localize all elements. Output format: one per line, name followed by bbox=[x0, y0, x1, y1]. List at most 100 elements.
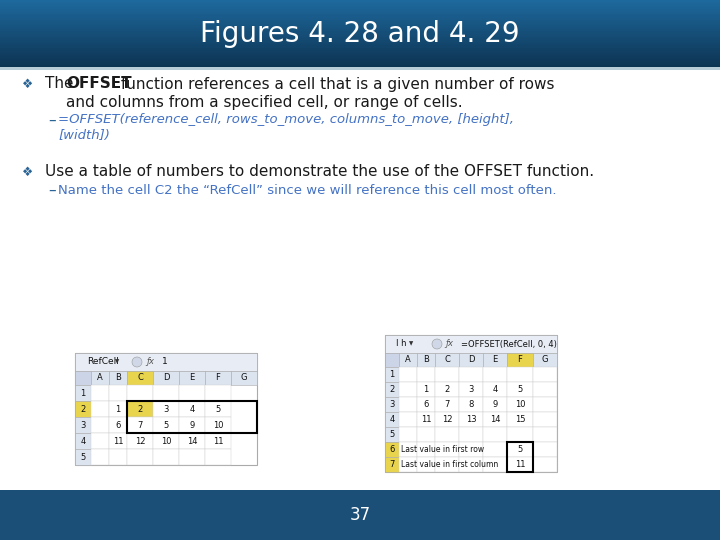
Bar bbox=[507, 442, 533, 457]
Text: 2: 2 bbox=[138, 404, 143, 414]
Bar bbox=[399, 353, 417, 367]
Bar bbox=[153, 401, 179, 417]
Bar bbox=[399, 382, 417, 397]
Bar bbox=[507, 367, 533, 382]
Bar bbox=[385, 457, 399, 472]
Text: 4: 4 bbox=[492, 385, 498, 394]
Bar bbox=[0, 28, 720, 29]
Bar bbox=[0, 17, 720, 19]
Bar bbox=[435, 442, 459, 457]
Bar bbox=[0, 18, 720, 19]
Text: ƒx: ƒx bbox=[146, 357, 154, 367]
Text: 12: 12 bbox=[135, 436, 145, 446]
Text: 9: 9 bbox=[189, 421, 194, 429]
Bar bbox=[385, 367, 399, 382]
Text: 12: 12 bbox=[442, 415, 452, 424]
Bar bbox=[417, 397, 435, 412]
Bar bbox=[0, 12, 720, 14]
Bar bbox=[109, 417, 127, 433]
Bar bbox=[0, 30, 720, 31]
Bar bbox=[205, 401, 231, 417]
Bar bbox=[0, 9, 720, 10]
Bar bbox=[127, 401, 257, 433]
Bar bbox=[533, 412, 557, 427]
Bar bbox=[507, 457, 533, 472]
Bar bbox=[459, 397, 483, 412]
Bar bbox=[0, 0, 720, 1]
Bar bbox=[205, 417, 231, 433]
Bar bbox=[0, 32, 720, 34]
Text: Last value in first column: Last value in first column bbox=[401, 460, 498, 469]
Text: 5: 5 bbox=[390, 430, 395, 439]
Bar bbox=[435, 427, 459, 442]
Bar bbox=[435, 457, 459, 472]
Text: 4: 4 bbox=[189, 404, 194, 414]
Text: I h: I h bbox=[396, 340, 406, 348]
Bar bbox=[459, 457, 483, 472]
Bar bbox=[0, 37, 720, 38]
Bar bbox=[483, 397, 507, 412]
Text: 5: 5 bbox=[518, 385, 523, 394]
Bar bbox=[417, 382, 435, 397]
Bar bbox=[0, 63, 720, 65]
Bar bbox=[385, 353, 399, 367]
Text: 1: 1 bbox=[423, 385, 428, 394]
Text: 4: 4 bbox=[81, 436, 86, 446]
Bar bbox=[385, 427, 399, 442]
Bar bbox=[459, 367, 483, 382]
Bar bbox=[153, 433, 179, 449]
Text: 3: 3 bbox=[468, 385, 474, 394]
Bar bbox=[0, 64, 720, 65]
Text: 5: 5 bbox=[163, 421, 168, 429]
Bar bbox=[205, 385, 231, 401]
Text: 37: 37 bbox=[349, 506, 371, 524]
Bar bbox=[533, 427, 557, 442]
Bar bbox=[0, 29, 720, 31]
Text: ❖: ❖ bbox=[22, 165, 34, 179]
Bar bbox=[0, 44, 720, 46]
Text: 1: 1 bbox=[162, 357, 168, 367]
Bar bbox=[0, 25, 720, 26]
Bar bbox=[483, 367, 507, 382]
Bar bbox=[0, 10, 720, 11]
Bar bbox=[533, 457, 557, 472]
Bar bbox=[399, 457, 417, 472]
Circle shape bbox=[132, 357, 142, 367]
Bar bbox=[507, 427, 533, 442]
Bar bbox=[417, 442, 435, 457]
Bar bbox=[0, 38, 720, 40]
Bar bbox=[91, 417, 109, 433]
Bar bbox=[385, 335, 557, 472]
Bar bbox=[109, 385, 127, 401]
Text: ▼: ▼ bbox=[115, 360, 119, 365]
Bar bbox=[91, 371, 109, 385]
Bar bbox=[75, 385, 91, 401]
Text: 2: 2 bbox=[81, 404, 86, 414]
Bar bbox=[0, 44, 720, 45]
Bar bbox=[435, 382, 459, 397]
Bar bbox=[483, 353, 507, 367]
Bar bbox=[533, 353, 557, 367]
Text: A: A bbox=[97, 374, 103, 382]
Bar bbox=[153, 385, 179, 401]
Text: =OFFSET(RefCell, 0, 4): =OFFSET(RefCell, 0, 4) bbox=[461, 340, 557, 348]
Bar bbox=[0, 33, 720, 35]
Text: =OFFSET(reference_cell, rows_to_move, columns_to_move, [height],: =OFFSET(reference_cell, rows_to_move, co… bbox=[58, 113, 514, 126]
Bar bbox=[0, 46, 720, 48]
Bar bbox=[507, 412, 533, 427]
Bar bbox=[0, 20, 720, 21]
Text: 14: 14 bbox=[186, 436, 197, 446]
Bar bbox=[91, 433, 109, 449]
Bar bbox=[179, 371, 205, 385]
Bar bbox=[0, 47, 720, 49]
Bar bbox=[205, 449, 231, 465]
Bar bbox=[127, 417, 153, 433]
Text: 3: 3 bbox=[81, 421, 86, 429]
Bar bbox=[0, 42, 720, 43]
Bar bbox=[507, 442, 533, 472]
Bar bbox=[417, 427, 435, 442]
Bar bbox=[91, 401, 109, 417]
Bar bbox=[91, 385, 109, 401]
Bar bbox=[0, 17, 720, 18]
Text: 2: 2 bbox=[444, 385, 449, 394]
